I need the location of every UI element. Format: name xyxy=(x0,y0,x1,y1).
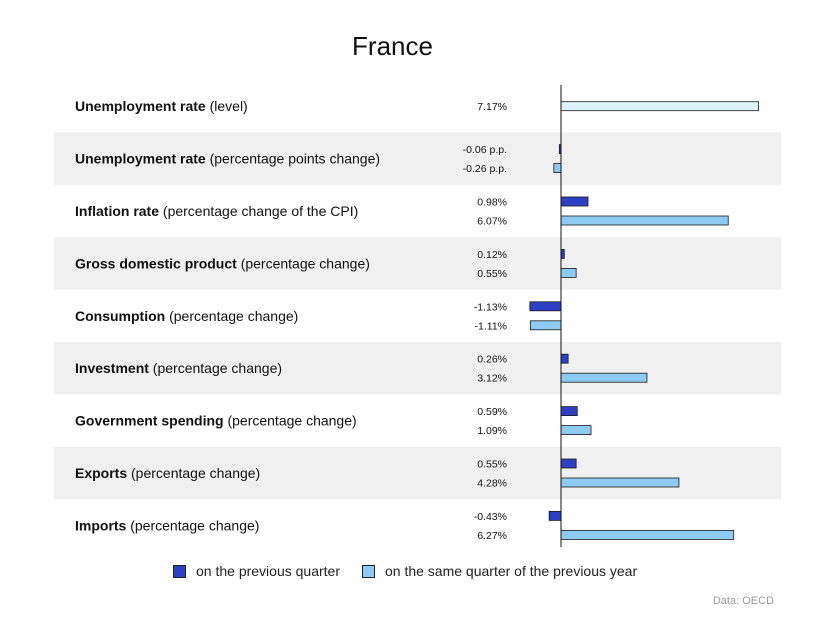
data-label-inflation-rate-percentage-change-of-the-cpi-same-quarter-previous-year: 6.07% xyxy=(477,216,507,228)
data-label-consumption-percentage-change-previous-quarter: -1.13% xyxy=(474,301,507,313)
row-label-gross-domestic-product-percentage-change: Gross domestic product (percentage chang… xyxy=(75,255,370,271)
data-label-investment-percentage-change-same-quarter-previous-year: 3.12% xyxy=(477,373,507,385)
legend-item-previous-quarter: on the previous quarter xyxy=(173,563,340,579)
chart-title: France xyxy=(352,31,433,61)
data-label-exports-percentage-change-same-quarter-previous-year: 4.28% xyxy=(477,478,507,490)
legend-label-same-quarter-previous-year: on the same quarter of the previous year xyxy=(384,563,638,579)
bar-inflation-rate-percentage-change-of-the-cpi-same-quarter-previous-year xyxy=(560,215,729,226)
bar-investment-percentage-change-previous-quarter xyxy=(560,353,569,364)
data-label-imports-percentage-change-same-quarter-previous-year: 6.27% xyxy=(477,530,507,542)
legend-swatch-same-quarter-previous-year xyxy=(361,564,375,578)
bar-consumption-percentage-change-same-quarter-previous-year xyxy=(530,320,562,331)
bar-unemployment-rate-level-level xyxy=(560,101,759,112)
legend-swatch-previous-quarter xyxy=(173,564,186,578)
row-label-exports-percentage-change: Exports (percentage change) xyxy=(75,465,260,481)
source-note: Data: OECD xyxy=(712,595,774,607)
data-label-consumption-percentage-change-same-quarter-previous-year: -1.11% xyxy=(475,320,508,332)
data-label-investment-percentage-change-previous-quarter: 0.26% xyxy=(477,354,507,366)
row-label-investment-percentage-change: Investment (percentage change) xyxy=(75,360,282,376)
data-label-unemployment-rate-level-level: 7.17% xyxy=(477,101,507,113)
bar-consumption-percentage-change-previous-quarter xyxy=(529,301,562,312)
legend: on the previous quarter on the same quar… xyxy=(173,563,659,579)
legend-label-previous-quarter: on the previous quarter xyxy=(196,563,340,579)
row-label-consumption-percentage-change: Consumption (percentage change) xyxy=(75,308,298,324)
data-label-government-spending-percentage-change-previous-quarter: 0.59% xyxy=(477,406,507,418)
row-label-inflation-rate-percentage-change-of-the-cpi: Inflation rate (percentage change of the… xyxy=(75,203,358,219)
bar-chart: Unemployment rate (level) 7.17% Unemployme… xyxy=(54,85,781,547)
data-label-gross-domestic-product-percentage-change-previous-quarter: 0.12% xyxy=(477,249,507,261)
data-label-gross-domestic-product-percentage-change-same-quarter-previous-year: 0.55% xyxy=(477,268,507,280)
bar-exports-percentage-change-same-quarter-previous-year xyxy=(560,477,680,488)
data-label-imports-percentage-change-previous-quarter: -0.43% xyxy=(474,511,507,523)
row-band-unemployment-rate-percentage-points-change xyxy=(54,132,781,185)
bar-investment-percentage-change-same-quarter-previous-year xyxy=(560,372,648,383)
bar-government-spending-percentage-change-previous-quarter xyxy=(560,406,578,417)
data-label-exports-percentage-change-previous-quarter: 0.55% xyxy=(477,459,507,471)
bar-imports-percentage-change-same-quarter-previous-year xyxy=(560,530,735,540)
bar-government-spending-percentage-change-same-quarter-previous-year xyxy=(560,425,592,436)
data-label-unemployment-rate-percentage-points-change-same-quarter-previous-year: -0.26 p.p. xyxy=(463,163,507,175)
row-label-unemployment-rate-level: Unemployment rate (level) xyxy=(75,98,248,114)
row-label-imports-percentage-change: Imports (percentage change) xyxy=(75,517,259,533)
bar-unemployment-rate-percentage-points-change-same-quarter-previous-year xyxy=(553,163,562,174)
data-label-inflation-rate-percentage-change-of-the-cpi-previous-quarter: 0.98% xyxy=(477,197,507,209)
row-band-investment-percentage-change xyxy=(54,342,781,395)
row-band-gross-domestic-product-percentage-change xyxy=(54,237,781,290)
bar-exports-percentage-change-previous-quarter xyxy=(560,458,577,469)
legend-item-same-quarter-previous-year: on the same quarter of the previous year xyxy=(361,563,638,579)
bar-inflation-rate-percentage-change-of-the-cpi-previous-quarter xyxy=(560,196,589,207)
row-label-unemployment-rate-percentage-points-change: Unemployment rate (percentage points cha… xyxy=(75,151,380,167)
data-label-government-spending-percentage-change-same-quarter-previous-year: 1.09% xyxy=(477,425,507,437)
bar-gross-domestic-product-percentage-change-same-quarter-previous-year xyxy=(560,267,577,278)
row-label-government-spending-percentage-change: Government spending (percentage change) xyxy=(75,413,357,429)
bar-imports-percentage-change-previous-quarter xyxy=(548,510,562,521)
data-label-unemployment-rate-percentage-points-change-previous-quarter: -0.06 p.p. xyxy=(463,144,507,156)
row-band-exports-percentage-change xyxy=(54,446,781,500)
